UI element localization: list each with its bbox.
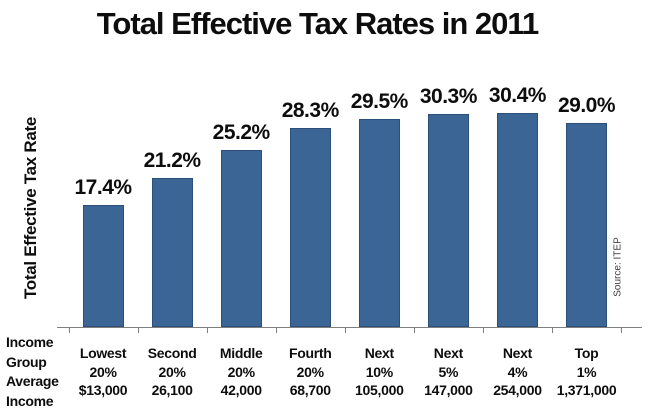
bar — [82, 205, 124, 327]
category-share: 5% — [438, 363, 459, 380]
row-header-line: Income — [6, 334, 54, 350]
bar — [289, 128, 331, 327]
x-axis-category-label: Fourth 20% 68,700 — [250, 344, 370, 400]
category-income: 68,700 — [289, 382, 331, 399]
x-axis-category-label: Lowest 20% $13,000 — [43, 344, 163, 400]
x-axis-category-label: Top 1% 1,371,000 — [527, 344, 647, 400]
x-axis-line — [57, 327, 642, 328]
bar-value-label: 30.3% — [419, 85, 478, 108]
x-axis-row-header: Income Group Average Income — [6, 333, 59, 411]
category-share: 20% — [89, 363, 117, 380]
bar — [358, 119, 400, 327]
row-header-line: Average — [6, 373, 59, 389]
x-axis-tick — [344, 328, 346, 333]
x-axis-tick — [206, 328, 208, 333]
x-axis-tick — [137, 328, 139, 333]
x-axis-category-label: Next 5% 147,000 — [388, 344, 508, 400]
category-income: $13,000 — [78, 382, 128, 399]
x-axis-category-label: Next 4% 254,000 — [457, 344, 577, 400]
category-share: 1% — [576, 363, 597, 380]
x-axis-tick — [275, 328, 277, 333]
chart-title: Total Effective Tax Rates in 2011 — [96, 6, 539, 41]
bar-value-label: 29.0% — [557, 94, 616, 117]
x-axis-tick — [551, 328, 553, 333]
x-axis-category-label: Middle 20% 42,000 — [181, 344, 301, 400]
category-group: Next — [502, 345, 533, 361]
category-group: Next — [364, 345, 394, 361]
bar-value-label: 17.4% — [74, 176, 133, 199]
x-axis-tick — [621, 328, 623, 333]
x-axis-category-label: Second 20% 26,100 — [112, 344, 232, 400]
category-share: 10% — [365, 363, 393, 380]
x-axis-category-label: Next 10% 105,000 — [319, 344, 439, 400]
category-income: 254,000 — [493, 382, 542, 399]
category-group: Lowest — [79, 345, 127, 361]
x-axis-tick — [413, 328, 415, 333]
x-axis-tick — [482, 328, 484, 333]
category-share: 20% — [227, 363, 255, 380]
category-share: 20% — [158, 363, 186, 380]
category-income: 1,371,000 — [556, 382, 617, 399]
x-axis-tick — [68, 328, 70, 333]
row-header-line: Group — [6, 353, 47, 370]
bar — [151, 178, 193, 327]
bar-value-label: 30.4% — [488, 84, 547, 107]
category-group: Second — [147, 345, 197, 361]
category-income: 26,100 — [151, 382, 193, 399]
bar-value-label: 25.2% — [212, 121, 271, 144]
bar — [220, 150, 262, 327]
category-group: Top — [574, 345, 599, 361]
category-share: 20% — [296, 363, 324, 380]
bar — [427, 114, 469, 327]
category-group: Fourth — [288, 345, 332, 361]
category-income: 105,000 — [355, 382, 404, 399]
bar-value-label: 29.5% — [350, 90, 409, 113]
bar — [496, 113, 538, 327]
bar-value-label: 28.3% — [281, 99, 340, 122]
category-group: Middle — [219, 345, 263, 361]
bar-value-label: 21.2% — [143, 149, 202, 172]
category-group: Next — [433, 345, 463, 361]
category-share: 4% — [507, 363, 528, 380]
bar — [566, 123, 608, 327]
category-income: 147,000 — [424, 382, 473, 399]
row-header-line: Income — [6, 392, 54, 409]
category-income: 42,000 — [220, 382, 262, 399]
